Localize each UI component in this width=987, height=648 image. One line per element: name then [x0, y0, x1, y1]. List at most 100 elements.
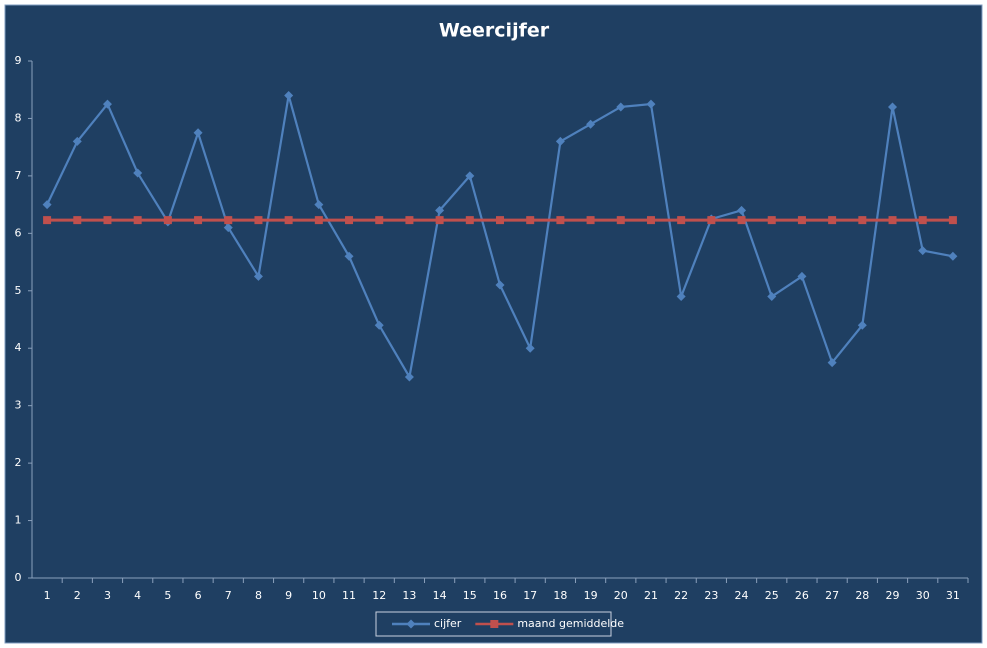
y-tick-label: 8 — [15, 111, 22, 124]
data-point — [918, 216, 927, 225]
data-point — [857, 320, 867, 330]
data-point — [314, 216, 323, 225]
data-point — [526, 216, 535, 225]
data-point — [827, 358, 837, 368]
legend-marker — [406, 619, 416, 629]
x-tick-label: 23 — [704, 589, 718, 602]
data-point — [133, 168, 143, 178]
data-point — [465, 216, 474, 225]
x-tick-label: 11 — [342, 589, 356, 602]
data-point — [797, 271, 807, 281]
data-point — [556, 216, 565, 225]
legend-label: cijfer — [434, 617, 462, 630]
data-point — [677, 216, 686, 225]
x-tick-label: 12 — [372, 589, 386, 602]
y-tick-label: 9 — [15, 54, 22, 67]
data-point — [223, 223, 233, 233]
x-tick-label: 21 — [644, 589, 658, 602]
legend-label: maand gemiddelde — [517, 617, 624, 630]
data-point — [73, 216, 82, 225]
data-point — [284, 216, 293, 225]
data-point — [948, 216, 957, 225]
data-point — [616, 216, 625, 225]
data-point — [858, 216, 867, 225]
y-tick-label: 6 — [15, 226, 22, 239]
data-point — [646, 99, 656, 109]
x-tick-label: 16 — [493, 589, 507, 602]
x-tick-label: 13 — [402, 589, 416, 602]
data-point — [676, 292, 686, 302]
data-point — [193, 128, 203, 138]
data-point — [163, 216, 172, 225]
x-tick-label: 30 — [916, 589, 930, 602]
x-tick-label: 9 — [285, 589, 292, 602]
x-tick-label: 28 — [855, 589, 869, 602]
data-point — [284, 90, 294, 100]
data-point — [405, 216, 414, 225]
x-tick-label: 15 — [463, 589, 477, 602]
x-tick-label: 26 — [795, 589, 809, 602]
data-point — [253, 271, 263, 281]
data-point — [42, 200, 52, 210]
data-point — [465, 171, 475, 181]
data-point — [404, 372, 414, 382]
x-tick-label: 17 — [523, 589, 537, 602]
data-point — [646, 216, 655, 225]
x-tick-label: 25 — [765, 589, 779, 602]
data-point — [767, 216, 776, 225]
x-tick-label: 7 — [225, 589, 232, 602]
data-point — [254, 216, 263, 225]
legend-box — [375, 611, 612, 637]
data-point — [43, 216, 52, 225]
y-tick-label: 1 — [15, 514, 22, 527]
data-point — [586, 216, 595, 225]
legend-marker — [490, 620, 499, 628]
data-point — [102, 99, 112, 109]
x-tick-label: 14 — [433, 589, 447, 602]
x-tick-label: 4 — [134, 589, 141, 602]
data-point — [888, 216, 897, 225]
data-point — [586, 119, 596, 129]
data-point — [918, 246, 928, 256]
data-point — [435, 205, 445, 215]
x-tick-label: 6 — [195, 589, 202, 602]
data-point — [828, 216, 837, 225]
data-point — [737, 216, 746, 225]
y-tick-label: 2 — [15, 456, 22, 469]
data-point — [314, 200, 324, 210]
data-point — [525, 343, 535, 353]
chart-title: Weercijfer — [439, 20, 550, 42]
data-point — [555, 136, 565, 146]
data-point — [797, 216, 806, 225]
x-tick-label: 29 — [886, 589, 900, 602]
x-tick-label: 10 — [312, 589, 326, 602]
data-point — [344, 251, 354, 261]
y-tick-label: 3 — [15, 399, 22, 412]
x-tick-label: 24 — [735, 589, 749, 602]
data-point — [375, 216, 384, 225]
data-point — [888, 102, 898, 112]
x-tick-label: 31 — [946, 589, 960, 602]
data-point — [767, 292, 777, 302]
data-point — [345, 216, 354, 225]
data-point — [133, 216, 142, 225]
y-tick-label: 5 — [15, 284, 22, 297]
data-point — [435, 216, 444, 225]
y-tick-label: 0 — [15, 571, 22, 584]
x-tick-label: 5 — [164, 589, 171, 602]
data-point — [194, 216, 203, 225]
data-point — [495, 280, 505, 290]
data-point — [224, 216, 233, 225]
data-point — [72, 136, 82, 146]
data-point — [707, 216, 716, 225]
x-tick-label: 18 — [553, 589, 567, 602]
x-tick-label: 19 — [584, 589, 598, 602]
y-tick-label: 7 — [15, 169, 22, 182]
x-tick-label: 27 — [825, 589, 839, 602]
x-tick-label: 3 — [104, 589, 111, 602]
data-point — [103, 216, 112, 225]
x-tick-label: 22 — [674, 589, 688, 602]
data-point — [737, 205, 747, 215]
